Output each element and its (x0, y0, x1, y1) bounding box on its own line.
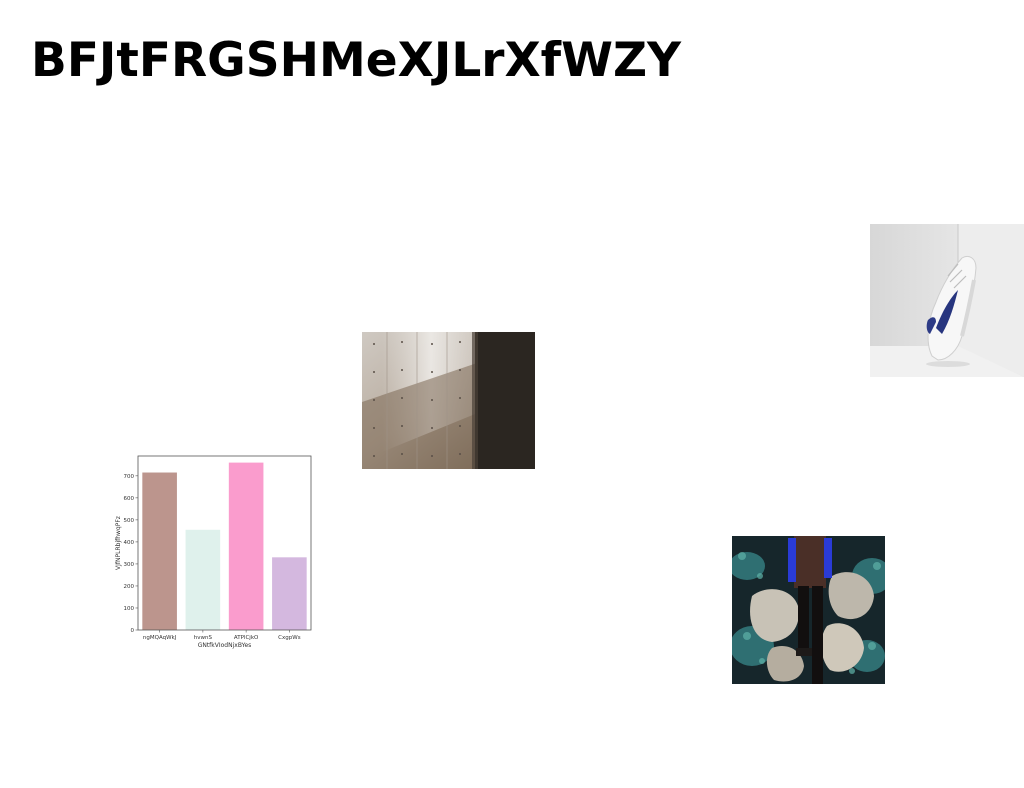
plot-frame (137, 455, 312, 631)
y-axis-label: VJfNPLRbjfhwqPFz (115, 516, 122, 570)
x-tick-label-0: ngMQAqWkJ (143, 635, 177, 641)
sneaker-photo (870, 224, 1024, 377)
y-tick-label-0: 0 (131, 628, 135, 634)
x-axis-label: GNtfkVIodNjxBYes (198, 642, 252, 649)
y-tick-label-6: 600 (124, 496, 135, 502)
x-tick-label-3: CxgpWs (278, 635, 301, 641)
bar-0 (142, 472, 177, 630)
y-tick-label-5: 500 (124, 518, 135, 524)
x-tick-label-1: hvwnS (194, 635, 213, 641)
y-axis-ticks: 0 100 200 300 400 500 600 700 (124, 474, 138, 634)
chart-bars (142, 462, 307, 630)
y-tick-label-1: 100 (124, 606, 135, 612)
y-tick-label-7: 700 (124, 474, 135, 480)
textured-wall-photo (362, 332, 535, 469)
bar-2 (228, 462, 264, 630)
x-tick-label-2: ATPlCjkO (234, 635, 259, 641)
page-title: BFJtFRGSHMeXJLrXfWZY (31, 33, 682, 88)
bar-chart: 0 100 200 300 400 500 600 700 ngMQAqWkJ hvwnS ATP… (108, 448, 320, 658)
y-tick-label-2: 200 (124, 584, 135, 590)
hiker-photo (732, 536, 885, 684)
bar-3 (272, 557, 307, 630)
y-tick-label-3: 300 (124, 562, 135, 568)
y-tick-label-4: 400 (124, 540, 135, 546)
x-axis-ticks: ngMQAqWkJ hvwnS ATPlCjkO CxgpWs (143, 630, 301, 641)
bar-1 (185, 529, 221, 630)
